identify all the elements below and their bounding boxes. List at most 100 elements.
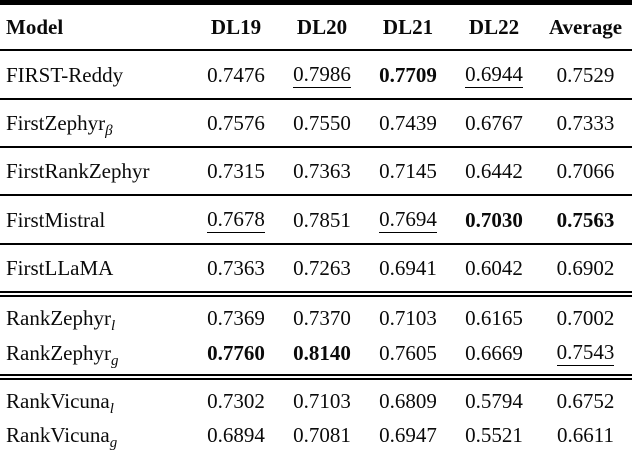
score-value: 0.6611 [557, 423, 614, 447]
score-cell: 0.6941 [365, 244, 451, 297]
score-cell: 0.7986 [279, 50, 365, 100]
score-value: 0.6941 [379, 256, 437, 280]
score-value: 0.7363 [207, 256, 265, 280]
score-cell: 0.6042 [451, 244, 537, 297]
group-firstllama: FirstLLaMA 0.7363 0.7263 0.6941 0.6042 0… [0, 244, 632, 297]
model-name: FIRST-Reddy [6, 62, 124, 87]
score-value: 0.6042 [465, 256, 523, 280]
model-name: FirstZephyr [6, 111, 106, 135]
model-name: RankZephyr [6, 306, 111, 330]
model-subscript: β [105, 123, 113, 140]
score-value: 0.7081 [293, 423, 351, 447]
score-cell: 0.6809 [365, 377, 451, 418]
score-cell: 0.6611 [537, 418, 632, 452]
group-rankvicuna: RankVicunal 0.7302 0.7103 0.6809 0.5794 … [0, 377, 632, 452]
score-value: 0.7369 [207, 306, 265, 330]
group-first-reddy: FIRST-Reddy 0.7476 0.7986 0.7709 0.6944 … [0, 50, 632, 100]
score-cell: 0.7103 [365, 294, 451, 335]
score-value: 0.7315 [207, 159, 265, 183]
score-value: 0.6669 [465, 340, 523, 365]
score-cell: 0.7081 [279, 418, 365, 452]
score-cell: 0.6767 [451, 99, 537, 148]
score-value: 0.7550 [293, 111, 351, 135]
score-value: 0.7678 [207, 207, 265, 233]
score-cell: 0.7030 [451, 195, 537, 245]
score-cell: 0.7103 [279, 377, 365, 418]
score-value: 0.7302 [207, 389, 265, 413]
score-cell: 0.7333 [537, 99, 632, 148]
model-name: RankVicuna [6, 423, 110, 447]
score-value: 0.7476 [207, 62, 265, 87]
score-cell: 0.7563 [537, 195, 632, 245]
score-cell: 0.7363 [193, 244, 279, 297]
score-value: 0.7709 [379, 62, 437, 87]
score-cell: 0.6442 [451, 147, 537, 196]
score-value: 0.7851 [293, 207, 351, 232]
model-name: RankVicuna [6, 389, 110, 413]
score-value: 0.6752 [556, 389, 615, 413]
score-cell: 0.7550 [279, 99, 365, 148]
table-row: FirstMistral 0.7678 0.7851 0.7694 0.7030… [0, 195, 632, 245]
column-header-model: Model [0, 2, 193, 51]
table-row: FIRST-Reddy 0.7476 0.7986 0.7709 0.6944 … [0, 50, 632, 100]
score-value: 0.6902 [556, 256, 615, 280]
model-subscript: l [110, 318, 116, 335]
group-firstrankzephyr: FirstRankZephyr 0.7315 0.7363 0.7145 0.6… [0, 147, 632, 196]
score-value: 0.7145 [379, 159, 437, 183]
score-cell: 0.7694 [365, 195, 451, 245]
score-value: 0.6442 [465, 159, 523, 183]
score-value: 0.7370 [293, 306, 351, 330]
group-rankzephyr: RankZephyrl 0.7369 0.7370 0.7103 0.6165 … [0, 294, 632, 380]
score-cell: 0.6752 [537, 377, 632, 418]
score-value: 0.7103 [293, 389, 351, 413]
model-cell: RankZephyrl [0, 294, 193, 335]
model-cell: FirstMistral [0, 195, 193, 245]
score-cell: 0.6894 [193, 418, 279, 452]
score-cell: 0.8140 [279, 335, 365, 380]
model-cell: RankZephyrg [0, 335, 193, 380]
score-cell: 0.7363 [279, 147, 365, 196]
model-cell: FirstRankZephyr [0, 147, 193, 196]
score-cell: 0.7002 [537, 294, 632, 335]
score-cell: 0.7678 [193, 195, 279, 245]
score-value: 0.6944 [465, 62, 523, 88]
score-value: 0.7529 [556, 62, 615, 87]
score-value: 0.7333 [556, 111, 615, 135]
score-value: 0.7563 [556, 207, 615, 232]
column-header-dl20: DL20 [279, 2, 365, 51]
score-cell: 0.7370 [279, 294, 365, 335]
score-cell: 0.6944 [451, 50, 537, 100]
score-value: 0.7694 [379, 207, 437, 233]
model-subscript: g [109, 435, 118, 452]
table-row: RankVicunag 0.6894 0.7081 0.6947 0.5521 … [0, 418, 632, 452]
group-firstmistral: FirstMistral 0.7678 0.7851 0.7694 0.7030… [0, 195, 632, 245]
table-row: RankVicunal 0.7302 0.7103 0.6809 0.5794 … [0, 377, 632, 418]
model-cell: FIRST-Reddy [0, 50, 193, 100]
score-cell: 0.7851 [279, 195, 365, 245]
model-cell: FirstLLaMA [0, 244, 193, 297]
score-value: 0.5794 [465, 389, 523, 413]
score-value: 0.7066 [556, 159, 615, 183]
model-cell: RankVicunal [0, 377, 193, 418]
score-value: 0.7103 [379, 306, 437, 330]
score-cell: 0.7315 [193, 147, 279, 196]
table-row: FirstZephyrβ 0.7576 0.7550 0.7439 0.6767… [0, 99, 632, 148]
column-header-dl19: DL19 [193, 2, 279, 51]
score-value: 0.6767 [465, 111, 523, 135]
score-value: 0.7576 [207, 111, 265, 135]
score-value: 0.6809 [379, 389, 437, 413]
score-cell: 0.7709 [365, 50, 451, 100]
score-cell: 0.7369 [193, 294, 279, 335]
table-row: RankZephyrl 0.7369 0.7370 0.7103 0.6165 … [0, 294, 632, 335]
column-header-average: Average [537, 2, 632, 51]
model-subscript: g [110, 352, 119, 369]
score-value: 0.7543 [556, 340, 615, 366]
score-cell: 0.7605 [365, 335, 451, 380]
model-name: FirstMistral [6, 207, 106, 232]
score-cell: 0.7145 [365, 147, 451, 196]
score-value: 0.7263 [293, 256, 351, 280]
column-header-dl22: DL22 [451, 2, 537, 51]
score-value: 0.6894 [207, 423, 265, 447]
table-row: FirstLLaMA 0.7363 0.7263 0.6941 0.6042 0… [0, 244, 632, 297]
